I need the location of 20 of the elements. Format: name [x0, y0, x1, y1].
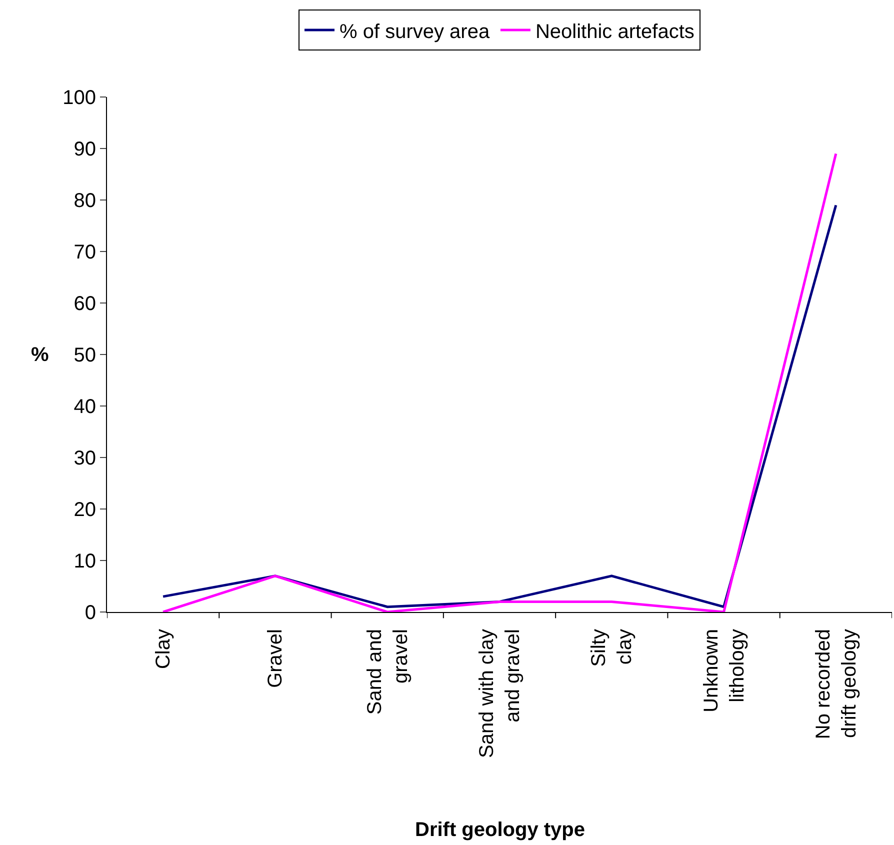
y-tick-label: 60 [74, 293, 96, 315]
x-tick-label: Sand and gravel [364, 629, 412, 715]
x-tick-label: Clay [152, 629, 175, 670]
x-tick-label: Silty clay [588, 629, 636, 667]
y-tick-label: 30 [74, 448, 96, 470]
y-tick-label: 50 [74, 344, 96, 366]
y-axis-title: % [31, 344, 49, 366]
x-tick-label: Gravel [264, 629, 287, 688]
y-tick-label: 90 [74, 138, 96, 160]
y-tick-label: 40 [74, 396, 96, 418]
x-axis-title: Drift geology type [415, 819, 586, 841]
y-tick-label: 10 [74, 550, 96, 572]
x-tick-label: Unknown lithology [700, 629, 748, 712]
y-tick-label: 0 [84, 602, 96, 624]
y-tick-label: 20 [74, 499, 96, 521]
legend-label: Neolithic artefacts [535, 20, 694, 43]
y-tick-label: 80 [74, 190, 96, 212]
y-tick-label: 70 [74, 242, 96, 264]
legend-label: % of survey area [340, 20, 490, 43]
y-tick-label: 100 [62, 87, 96, 109]
